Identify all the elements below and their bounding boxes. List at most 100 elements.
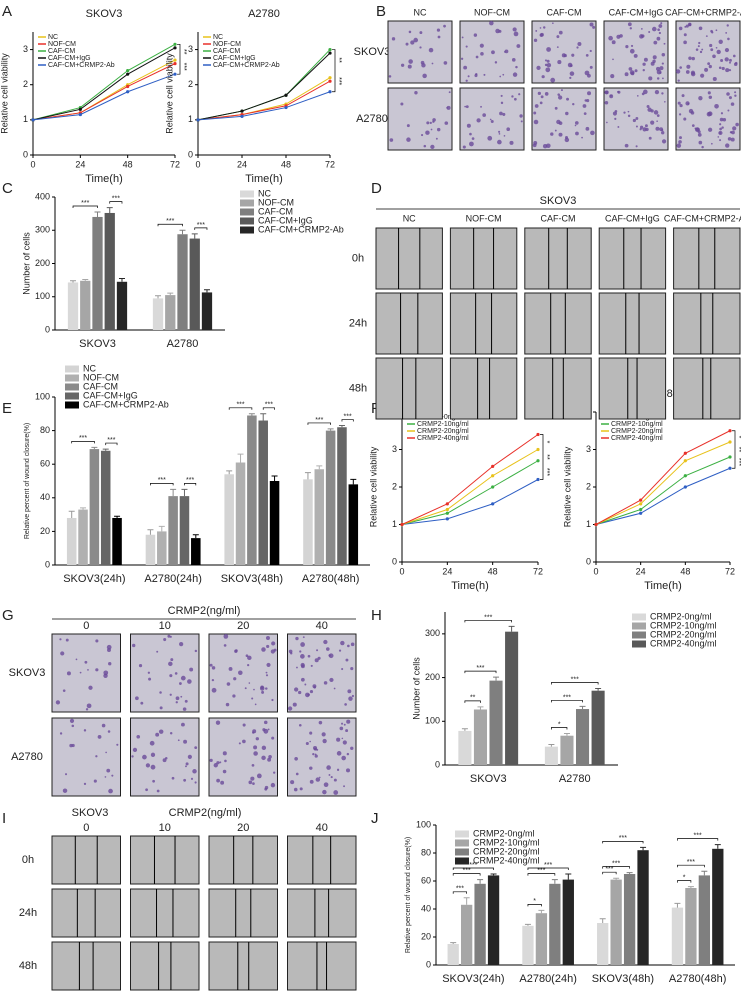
stained-cell <box>101 723 106 728</box>
stained-cell <box>544 63 548 67</box>
stained-cell <box>293 787 298 792</box>
stained-cell <box>677 79 680 82</box>
stained-cell <box>606 121 608 124</box>
stained-cell <box>718 66 722 70</box>
legend-swatch <box>455 857 469 865</box>
stained-cell <box>185 765 187 768</box>
stained-cell <box>630 44 634 48</box>
bar <box>487 875 500 965</box>
stained-cell <box>589 49 592 53</box>
stained-cell <box>575 131 579 136</box>
stained-cell <box>471 137 475 140</box>
stained-cell <box>685 101 690 106</box>
stained-cell <box>482 113 486 117</box>
stained-cell <box>729 61 732 64</box>
stained-cell <box>69 718 75 723</box>
stained-cell <box>408 30 412 34</box>
stained-cell <box>351 694 355 698</box>
stained-cell <box>346 752 350 756</box>
marker <box>240 114 244 118</box>
stained-cell <box>413 37 419 43</box>
stained-cell <box>328 774 331 776</box>
stained-cell <box>635 117 639 120</box>
stained-cell <box>491 50 495 55</box>
micrograph <box>51 941 121 991</box>
stained-cell <box>292 702 297 707</box>
x-tick-label: A2780(48h) <box>669 973 727 985</box>
significance-bracket <box>341 419 354 422</box>
error-bar <box>477 706 484 710</box>
stained-cell <box>635 125 638 128</box>
stained-cell <box>612 111 617 116</box>
y-axis-label: Relative cell viability <box>0 53 9 134</box>
stained-cell <box>194 746 198 750</box>
stained-cell <box>419 31 423 35</box>
stained-cell <box>629 48 635 54</box>
stained-cell <box>652 55 657 60</box>
stained-cell <box>156 789 160 793</box>
y-tick-label: 1 <box>188 114 193 124</box>
stained-cell <box>238 742 241 745</box>
panel-letter: I <box>2 810 6 827</box>
stained-cell <box>498 130 501 133</box>
x-tick-label: SKOV3 <box>79 338 116 350</box>
significance-bracket <box>527 873 556 876</box>
stained-cell <box>675 69 681 74</box>
stained-cell <box>683 33 687 37</box>
significance-bracket <box>307 422 331 425</box>
significance-label: *** <box>197 222 205 229</box>
stained-cell <box>62 689 66 692</box>
stained-cell <box>400 102 404 106</box>
stained-cell <box>587 91 592 96</box>
legend-label: CRMP2-10ng/ml <box>417 421 469 428</box>
error-bar <box>327 428 334 431</box>
stained-cell <box>710 48 714 52</box>
micrograph <box>449 292 518 355</box>
stained-cell <box>639 125 644 129</box>
stained-cell <box>326 765 331 770</box>
significance-bracket <box>157 223 183 227</box>
stained-cell <box>678 140 682 144</box>
marker <box>445 507 449 512</box>
x-axis-label: Time(h) <box>85 173 122 185</box>
marker <box>445 511 449 515</box>
x-tick-label: SKOV3(24h) <box>63 573 125 585</box>
x-tick-label: A2780(48h) <box>302 573 360 585</box>
stained-cell <box>469 132 472 136</box>
error-bar <box>102 448 109 451</box>
significance-bracket <box>677 864 705 868</box>
significance-bracket <box>677 880 692 883</box>
stained-cell <box>171 776 175 780</box>
stained-cell <box>315 777 321 782</box>
stained-cell <box>255 737 259 741</box>
stained-cell <box>60 651 65 656</box>
stained-cell <box>661 62 664 65</box>
stained-cell <box>302 636 305 639</box>
stained-cell <box>59 732 63 735</box>
marker <box>173 72 177 76</box>
stained-cell <box>238 670 243 676</box>
stained-cell <box>84 660 88 664</box>
stained-cell <box>611 40 616 45</box>
stained-cell <box>59 638 62 641</box>
error-bar <box>237 453 244 463</box>
error-bar <box>714 844 721 849</box>
grid-title: CRMP2(ng/ml) <box>169 807 242 819</box>
stained-cell <box>546 59 550 63</box>
stained-cell <box>414 91 418 95</box>
stained-cell <box>627 22 632 27</box>
error-bar <box>626 872 633 874</box>
legend-label: CAF-CM+IgG <box>83 390 138 400</box>
marker <box>78 112 82 117</box>
marker <box>683 451 687 455</box>
stained-cell <box>422 73 427 79</box>
stained-cell <box>719 127 722 131</box>
stained-cell <box>619 34 623 38</box>
stained-cell <box>499 75 502 78</box>
stained-cell <box>712 54 716 59</box>
micrograph <box>524 292 592 355</box>
marker <box>728 455 732 459</box>
significance-label: *** <box>735 458 741 466</box>
y-tick-label: 2 <box>23 79 28 89</box>
legend-label: CRMP2-40ng/ml <box>611 435 663 442</box>
